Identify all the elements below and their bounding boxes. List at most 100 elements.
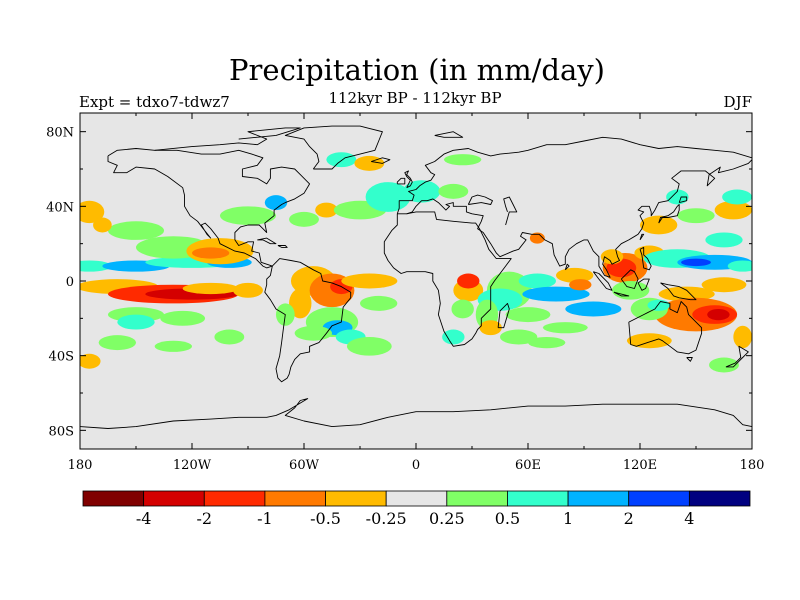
precip-anomaly-region bbox=[701, 277, 747, 293]
coastline bbox=[497, 302, 510, 329]
colorbar-swatch bbox=[325, 490, 387, 507]
coastline bbox=[264, 258, 352, 383]
map-area bbox=[79, 112, 753, 450]
coastlines bbox=[80, 125, 752, 429]
precip-anomaly-region bbox=[289, 288, 312, 319]
experiment-label: Expt = tdxo7-tdwz7 bbox=[79, 93, 230, 111]
lon-tick-label: 180 bbox=[740, 458, 765, 473]
precip-anomaly-region bbox=[402, 180, 441, 203]
coastline bbox=[658, 204, 680, 224]
precip-anomaly-region bbox=[529, 232, 545, 244]
lon-tick-label: 120W bbox=[173, 458, 212, 473]
page-title: Precipitation (in mm/day) bbox=[229, 53, 605, 87]
precip-anomaly-region bbox=[326, 152, 357, 168]
precip-anomaly-region bbox=[289, 211, 319, 227]
colorbar-label: -0.25 bbox=[366, 509, 407, 528]
colorbar-label: 2 bbox=[624, 509, 634, 528]
lon-tick-label: 0 bbox=[412, 458, 420, 473]
coastline bbox=[80, 398, 752, 429]
precip-anomaly-region bbox=[154, 340, 192, 352]
precip-anomaly-region bbox=[315, 202, 338, 218]
precip-anomaly-region bbox=[518, 273, 556, 289]
precip-anomaly-region bbox=[505, 307, 551, 323]
precip-anomaly-region bbox=[522, 286, 590, 302]
lat-tick-label: 0 bbox=[66, 275, 74, 290]
season-label: DJF bbox=[724, 93, 752, 111]
colorbar-label: -0.5 bbox=[310, 509, 341, 528]
coastline bbox=[396, 177, 406, 185]
coastline bbox=[277, 245, 288, 248]
precip-anomaly-region bbox=[542, 322, 588, 334]
precip-anomaly-region bbox=[294, 325, 333, 341]
coastline bbox=[107, 148, 311, 269]
lon-tick-label: 180 bbox=[68, 458, 93, 473]
coastline bbox=[434, 131, 464, 138]
precip-anomaly-region bbox=[733, 325, 752, 349]
subtitle: 112kyr BP - 112kyr BP bbox=[328, 89, 501, 107]
precip-anomaly-region bbox=[722, 189, 752, 205]
precip-anomaly-region bbox=[438, 183, 469, 199]
precip-anomaly-region bbox=[108, 221, 164, 240]
coastline bbox=[467, 194, 493, 205]
colorbar-swatch bbox=[567, 490, 630, 507]
lat-tick-label: 80N bbox=[46, 126, 74, 141]
precip-anomaly-region bbox=[647, 299, 670, 311]
lat-tick-label: 40N bbox=[46, 200, 74, 215]
coastline bbox=[637, 278, 650, 291]
colorbar: -4 -2 -1 -0.5 -0.25 0.25 0.5 1 2 4 bbox=[82, 490, 751, 528]
precip-anomaly-region bbox=[500, 329, 538, 345]
coastline bbox=[503, 196, 518, 226]
precip-anomaly-region bbox=[451, 299, 474, 319]
precip-anomaly-region bbox=[93, 217, 112, 233]
coastline bbox=[284, 125, 383, 170]
precip-anomaly-region bbox=[528, 337, 566, 349]
colorbar-label: 4 bbox=[684, 509, 694, 528]
precip-anomaly-region bbox=[707, 309, 730, 321]
precip-anomaly-region bbox=[709, 357, 739, 373]
colorbar-label: 1 bbox=[563, 509, 573, 528]
lon-tick-label: 120E bbox=[623, 458, 657, 473]
map-background bbox=[80, 113, 752, 449]
precip-anomaly-region bbox=[192, 247, 230, 259]
coastline bbox=[613, 291, 630, 297]
colorbar-swatch bbox=[143, 490, 205, 507]
lon-tick-label: 60E bbox=[515, 458, 541, 473]
precip-anomaly-region bbox=[626, 333, 672, 349]
precip-anomaly-region bbox=[444, 154, 482, 166]
precip-anomaly-region bbox=[714, 200, 752, 220]
colorbar-label: 0.25 bbox=[429, 509, 465, 528]
axis-ticks: 80N 40N 0 40S 80S 180 120W 60W 0 60E 120E 180 bbox=[46, 113, 764, 473]
precip-anomaly-region bbox=[365, 182, 411, 212]
coastline bbox=[564, 263, 570, 271]
precip-anomaly-region bbox=[640, 215, 678, 235]
colorbar-swatch bbox=[507, 490, 569, 507]
coastline bbox=[383, 211, 512, 347]
colorbar-swatch bbox=[385, 490, 448, 507]
coastline bbox=[404, 170, 413, 189]
precip-anomaly-region bbox=[341, 273, 398, 289]
coastline bbox=[620, 269, 639, 289]
colorbar-swatch bbox=[82, 490, 145, 507]
coastline bbox=[628, 301, 703, 355]
precip-anomaly-region bbox=[569, 279, 592, 291]
precip-anomaly-region bbox=[220, 206, 276, 226]
precip-anomaly-region bbox=[214, 329, 245, 345]
precip-anomaly-region bbox=[681, 258, 711, 267]
lat-tick-label: 40S bbox=[49, 350, 74, 365]
coastline bbox=[371, 157, 391, 164]
precip-anomaly-region bbox=[565, 301, 622, 317]
coastline bbox=[592, 271, 613, 291]
precip-anomaly-region bbox=[442, 329, 465, 345]
precip-anomaly-region bbox=[80, 200, 105, 224]
precip-anomaly-region bbox=[705, 232, 743, 248]
precip-anomaly-region bbox=[346, 337, 392, 356]
coastline bbox=[660, 282, 697, 301]
coastline bbox=[678, 196, 688, 204]
precip-anomaly-region bbox=[98, 335, 136, 351]
precip-anomaly-region bbox=[666, 189, 689, 205]
precip-anomaly-region bbox=[727, 260, 752, 272]
precip-anomaly-region bbox=[264, 195, 288, 211]
precip-anomaly-region bbox=[360, 295, 398, 311]
precip-anomaly-region bbox=[182, 282, 239, 295]
